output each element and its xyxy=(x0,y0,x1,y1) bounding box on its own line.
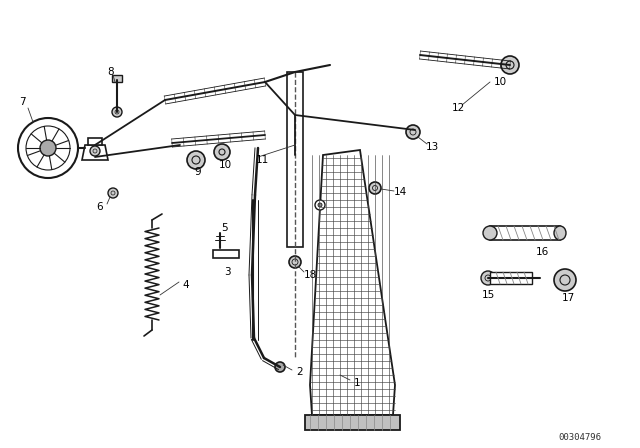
Text: 2: 2 xyxy=(297,367,303,377)
Text: 1: 1 xyxy=(354,378,360,388)
Circle shape xyxy=(289,256,301,268)
Polygon shape xyxy=(305,415,400,430)
Text: 6: 6 xyxy=(97,202,103,212)
Text: 5: 5 xyxy=(221,223,227,233)
Polygon shape xyxy=(82,145,108,160)
Polygon shape xyxy=(310,150,395,415)
Circle shape xyxy=(187,151,205,169)
Bar xyxy=(490,226,560,240)
Circle shape xyxy=(315,200,325,210)
Circle shape xyxy=(112,107,122,117)
Circle shape xyxy=(483,226,497,240)
Circle shape xyxy=(406,125,420,139)
Text: 7: 7 xyxy=(19,97,26,107)
Text: 18: 18 xyxy=(303,270,317,280)
Circle shape xyxy=(481,271,495,285)
Text: 3: 3 xyxy=(224,267,230,277)
Text: 17: 17 xyxy=(561,293,575,303)
Text: 12: 12 xyxy=(451,103,465,113)
Circle shape xyxy=(214,144,230,160)
Circle shape xyxy=(90,146,100,156)
Circle shape xyxy=(501,56,519,74)
Polygon shape xyxy=(88,138,102,145)
Text: 11: 11 xyxy=(255,155,269,165)
Text: 8: 8 xyxy=(108,67,115,77)
Bar xyxy=(490,272,532,284)
Circle shape xyxy=(369,182,381,194)
Circle shape xyxy=(275,362,285,372)
Text: 10: 10 xyxy=(218,160,232,170)
Circle shape xyxy=(18,118,78,178)
Text: 4: 4 xyxy=(182,280,189,290)
Circle shape xyxy=(26,126,70,170)
Circle shape xyxy=(554,269,576,291)
Bar xyxy=(112,75,122,82)
Text: 10: 10 xyxy=(493,77,507,87)
Text: 9: 9 xyxy=(195,167,202,177)
Text: 15: 15 xyxy=(481,290,495,300)
Bar xyxy=(287,72,303,247)
Circle shape xyxy=(40,140,56,156)
Text: 13: 13 xyxy=(426,142,438,152)
Circle shape xyxy=(108,188,118,198)
Text: 00304796: 00304796 xyxy=(559,432,602,441)
Text: 14: 14 xyxy=(394,187,406,197)
Circle shape xyxy=(318,203,322,207)
Polygon shape xyxy=(213,250,239,258)
Text: 16: 16 xyxy=(536,247,548,257)
Ellipse shape xyxy=(554,226,566,240)
